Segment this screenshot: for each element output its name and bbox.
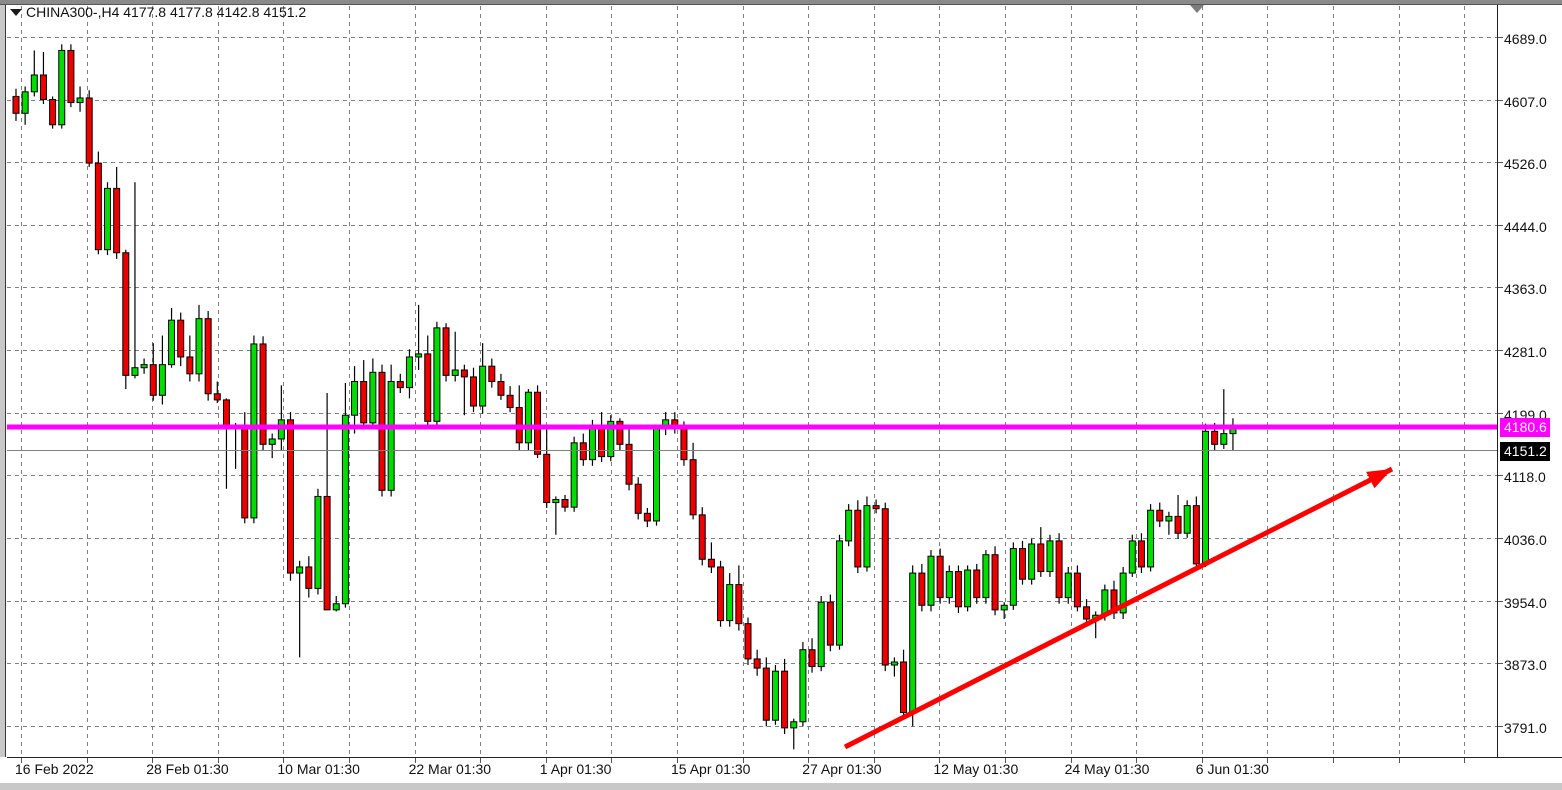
time-axis-tick — [1136, 758, 1137, 763]
time-axis-label: 22 Mar 01:30 — [408, 761, 492, 777]
time-axis-tick — [546, 758, 547, 763]
time-axis-tick — [1267, 758, 1268, 763]
price-axis-tick — [1498, 537, 1503, 539]
price-axis[interactable]: 4689.0 4607.0 4526.0 4444.0 4363.0 4281.0 4199… — [1497, 5, 1562, 757]
price-axis-tick — [1498, 662, 1503, 664]
time-axis-tick — [1399, 758, 1400, 763]
time-axis-tick — [874, 758, 875, 763]
price-axis-tick — [1498, 100, 1503, 102]
chart-plot-area[interactable] — [7, 6, 1497, 757]
time-axis-tick — [480, 758, 481, 763]
chart-title: CHINA300-,H4 4177.8 4177.8 4142.8 4151.2 — [26, 4, 307, 20]
time-axis-tick — [415, 758, 416, 763]
horizontal-gridlines — [7, 37, 1497, 727]
time-axis-label: 15 Apr 01:30 — [671, 761, 751, 777]
time-axis-tick — [808, 758, 809, 763]
price-axis-tick — [1498, 350, 1503, 352]
window-top-border — [0, 0, 1562, 5]
price-level-label-magenta[interactable]: 4180.6 — [1500, 418, 1550, 438]
time-axis-tick — [87, 758, 88, 763]
price-axis-tick — [1498, 600, 1503, 602]
time-axis-tick — [1071, 758, 1072, 763]
price-axis-label: 4607.0 — [1504, 94, 1547, 111]
price-axis-tick — [1498, 725, 1503, 727]
price-axis-label: 4281.0 — [1504, 344, 1547, 361]
left-scroll-strip[interactable] — [0, 5, 6, 757]
time-axis-label: 24 May 01:30 — [1064, 761, 1150, 777]
time-axis-tick — [1464, 758, 1465, 763]
chevron-down-icon[interactable] — [10, 9, 22, 16]
price-axis-label: 4526.0 — [1504, 156, 1547, 173]
price-axis-tick — [1498, 225, 1503, 227]
time-axis-tick — [1005, 758, 1006, 763]
price-axis-tick — [1498, 412, 1503, 414]
time-axis-label: 1 Apr 01:30 — [539, 761, 612, 777]
price-axis-tick — [1498, 474, 1503, 476]
chart-overlays — [7, 424, 1497, 750]
time-axis-label: 16 Feb 2022 — [15, 761, 94, 777]
time-axis[interactable]: 16 Feb 2022 28 Feb 01:30 10 Mar 01:30 22 Ma… — [7, 757, 1562, 783]
last-price-label[interactable]: 4151.2 — [1500, 441, 1550, 461]
time-axis-tick — [349, 758, 350, 763]
time-axis-tick — [939, 758, 940, 763]
price-axis-label: 4444.0 — [1504, 219, 1547, 236]
price-axis-tick — [1498, 287, 1503, 289]
time-axis-tick — [611, 758, 612, 763]
price-axis-tick — [1498, 162, 1503, 164]
price-axis-label: 4118.0 — [1504, 468, 1546, 485]
time-axis-tick — [283, 758, 284, 763]
vertical-gridlines — [21, 6, 1465, 757]
candlestick-svg — [7, 6, 1497, 757]
time-axis-tick — [743, 758, 744, 763]
time-axis-tick — [677, 758, 678, 763]
price-axis-tick — [1498, 37, 1503, 39]
time-axis-label: 28 Feb 01:30 — [146, 761, 229, 777]
price-axis-label: 3873.0 — [1504, 656, 1547, 673]
time-axis-tick — [21, 758, 22, 763]
price-axis-label: 3791.0 — [1504, 719, 1547, 736]
price-axis-label: 4689.0 — [1504, 31, 1547, 48]
bottom-scroll-strip[interactable] — [0, 783, 1562, 790]
time-axis-tick — [218, 758, 219, 763]
time-axis-tick — [1333, 758, 1334, 763]
triangle-down-marker-icon[interactable] — [1190, 5, 1204, 13]
candlestick-series — [12, 44, 1237, 750]
price-axis-label: 4363.0 — [1504, 281, 1547, 298]
time-axis-label: 12 May 01:30 — [933, 761, 1019, 777]
time-axis-tick — [152, 758, 153, 763]
price-axis-label: 3954.0 — [1504, 594, 1547, 611]
time-axis-label: 10 Mar 01:30 — [277, 761, 360, 777]
price-axis-label: 4036.0 — [1504, 531, 1547, 548]
time-axis-label: 6 Jun 01:30 — [1195, 761, 1269, 777]
time-axis-label: 27 Apr 01:30 — [802, 761, 882, 777]
time-axis-tick — [1202, 758, 1203, 763]
